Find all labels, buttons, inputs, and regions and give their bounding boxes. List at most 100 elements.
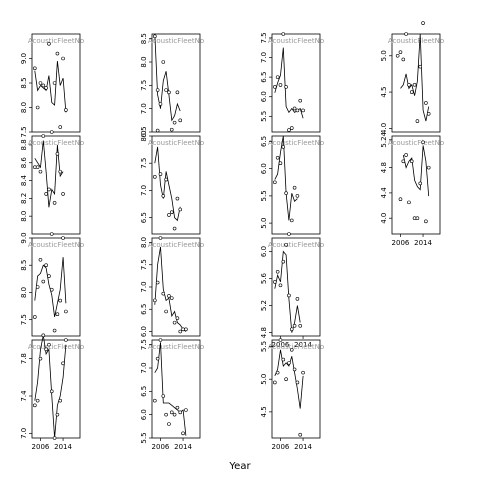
y-tick-label: 8.6 [20,157,28,169]
y-tick-label: 4.0 [380,213,388,224]
data-point [181,431,185,436]
data-point [426,112,431,116]
data-point [52,328,57,333]
trend-line [34,335,67,439]
facet-strip-label: AcousticFleetNo [148,241,204,249]
data-point [289,347,294,352]
data-point [169,210,174,215]
data-point [175,316,180,320]
y-tick-label: 8.5 [20,260,28,271]
panel-1-0: AcousticFleetNo 8.0 8.2 8.4 8.6 8.8 [20,134,84,236]
panel-frame [271,237,321,337]
panel-0-2: AcousticFleetNo 5.5 6.0 6.5 7.0 7.5 [260,32,324,133]
y-tick-label: 7.0 [140,281,148,292]
y-tick-label: 7.0 [260,52,268,63]
x-tick-label: 2014 [294,443,312,451]
data-point [49,232,54,236]
y-tick-label: 6.5 [140,212,148,223]
data-point [278,283,283,288]
data-point [47,342,51,347]
data-point [44,347,48,352]
x-tick-label: 2006 [392,239,410,247]
data-point [273,85,277,89]
data-point [61,56,65,61]
data-point [287,128,291,132]
panel-frame [151,339,201,439]
data-point [287,361,291,365]
y-tick-label: 6.5 [140,304,148,315]
y-tick-label: 8.2 [20,193,28,204]
data-point [33,66,37,71]
trend-line [34,60,67,113]
y-tick-label: 8.5 [140,33,148,44]
data-point [164,88,168,92]
data-point [52,81,57,85]
data-point [401,159,406,164]
data-point [58,169,63,174]
data-point [289,218,294,223]
y-tick-label: 6.0 [260,163,268,174]
data-point [153,298,157,303]
facet-strip-label: AcousticFleetNo [268,37,324,45]
data-point [49,130,54,134]
trend-line [34,257,67,317]
data-point [398,50,403,54]
facet-strip-label: AcousticFleetNo [148,343,204,351]
y-tick-label: 7.5 [140,80,148,91]
data-point [44,86,48,90]
x-tick-label: 2006 [272,443,290,451]
data-point [289,327,294,332]
facet-strip-label: AcousticFleetNo [388,139,444,147]
data-point [295,194,300,198]
y-tick-label: 8.5 [20,77,28,88]
y-tick-label: 7.5 [260,32,268,43]
y-tick-label: 4.4 [380,187,388,199]
data-point [161,60,166,64]
trend-line [402,145,430,197]
data-point [164,412,168,417]
y-tick-label: 8.0 [140,56,148,67]
data-point [407,83,411,87]
data-point [153,398,157,403]
data-point [35,285,40,289]
data-point [52,201,57,205]
data-point [292,367,297,372]
data-point [161,291,166,296]
data-point [178,410,183,415]
y-tick-label: 5.6 [260,272,268,284]
data-point [421,140,425,145]
y-tick-label: 6.0 [140,409,148,420]
y-tick-label: 7.5 [20,314,28,325]
data-point [175,90,180,95]
panel-frame [271,33,321,133]
data-point [178,118,183,123]
data-point [287,293,291,298]
panel-frame [271,135,321,235]
data-point [178,207,183,212]
y-tick-label: 6.5 [140,386,148,397]
data-point [172,226,177,231]
data-point [164,177,168,182]
y-tick-label: 9.0 [20,53,28,64]
y-tick-label: 6.0 [260,91,268,102]
data-point [292,106,297,111]
data-point [55,152,60,156]
panels-layer: AcousticFleetNo7.58.08.59.0AcousticFleet… [20,21,444,451]
data-point [284,242,288,247]
data-point [155,88,160,92]
data-point [409,159,414,164]
y-tick-label: 5.0 [260,374,268,385]
facet-strip-label: AcousticFleetNo [148,139,204,147]
data-point [55,312,60,317]
data-point [284,377,288,382]
data-point [33,315,37,319]
y-tick-label: 6.5 [140,126,148,137]
data-point [167,90,171,95]
panel-0-3: AcousticFleetNo 4.0 4.5 5.0 [380,21,444,134]
panel-1-2: AcousticFleetNo 5.0 5.5 6.0 6.5 [260,135,324,236]
data-point [292,185,297,190]
y-tick-label: 6.0 [260,246,268,257]
data-point [281,357,286,362]
